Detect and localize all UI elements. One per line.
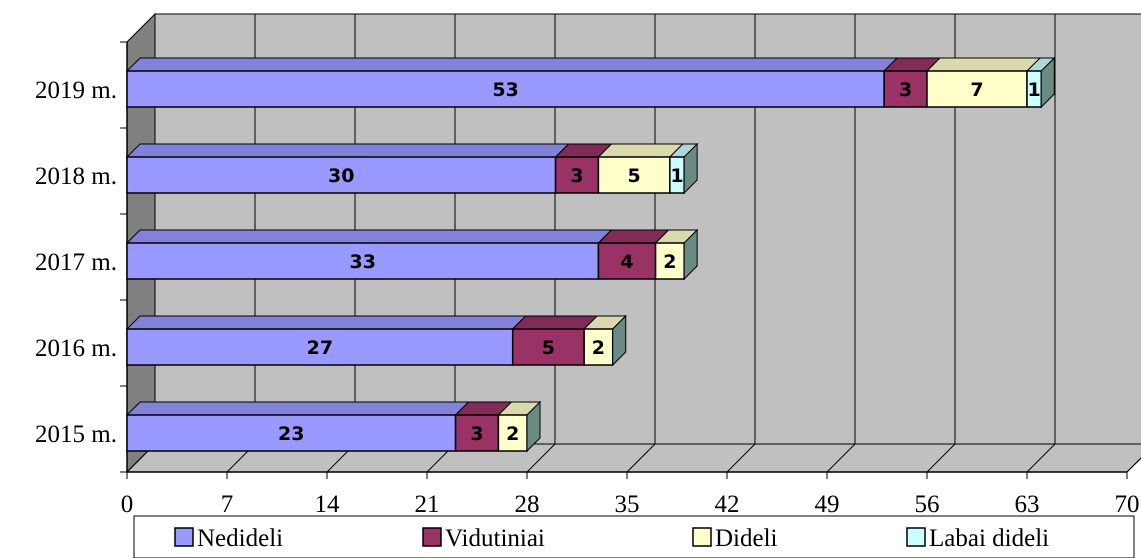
bar-data-label: 5 — [628, 165, 641, 187]
bar-segment: 3 — [882, 57, 942, 108]
bar-data-label: 2 — [592, 337, 605, 359]
bar-segment: 4 — [597, 229, 670, 280]
bar-top-face — [511, 315, 599, 330]
bar-front-face — [926, 70, 1028, 108]
category-label: 2015 m. — [35, 421, 117, 448]
x-tick-label: 35 — [615, 491, 640, 518]
bar-data-label: 23 — [278, 423, 304, 445]
bar-side-face — [526, 400, 541, 453]
legend-entry: Nedideli — [174, 525, 283, 552]
bar-segment: 5 — [511, 315, 599, 366]
bar-front-face — [597, 242, 657, 280]
bars: 53 3 7 130 3 5 133 4 227 5 223 3 2 — [125, 56, 1056, 453]
bar-front-face — [883, 70, 928, 108]
floor-gridline — [926, 443, 956, 473]
bar-side-face — [1040, 56, 1055, 109]
x-tick-label: 42 — [715, 491, 740, 518]
category-label: 2018 m. — [35, 163, 117, 190]
bar-data-label: 2 — [506, 423, 519, 445]
bar-data-label: 53 — [492, 79, 518, 101]
bar-side-face — [683, 142, 698, 195]
bar-front-face — [654, 242, 685, 280]
legend-label: Labai dideli — [929, 525, 1049, 552]
floor-gridline — [1026, 443, 1056, 473]
bar-data-label: 3 — [570, 165, 583, 187]
x-tick-label: 70 — [1115, 491, 1140, 518]
bar-segment: 1 — [668, 142, 699, 195]
bar-segment: 7 — [925, 57, 1042, 108]
bar-segment: 3 — [454, 401, 513, 452]
x-tick-labels: 0 7 14 21 28 35 42 49 56 63 70 — [121, 491, 1140, 518]
x-tick-label: 7 — [221, 491, 234, 518]
legend: Nedideli Vidutiniai Dideli Labai dideli — [133, 515, 1135, 558]
x-tick-label: 63 — [1015, 491, 1040, 518]
bar-top-face — [125, 57, 899, 72]
bar-segment: 33 — [125, 229, 613, 280]
bar-front-face — [454, 414, 500, 452]
bar-front-face — [126, 328, 514, 366]
x-tick-label: 28 — [515, 491, 540, 518]
bar-segment: 30 — [125, 143, 570, 194]
bar-side-face — [683, 228, 698, 281]
legend-swatch — [692, 527, 712, 547]
floor-gridline — [626, 443, 656, 473]
bar-segment: 2 — [582, 314, 627, 367]
bar-top-face — [597, 143, 685, 158]
bar-data-label: 33 — [349, 251, 375, 273]
legend-entry: Vidutiniai — [422, 525, 545, 552]
bar-data-label: 1 — [670, 165, 683, 187]
category-label: 2017 m. — [35, 249, 117, 276]
legend-entry: Dideli — [692, 525, 778, 552]
x-tick-label: 21 — [415, 491, 440, 518]
bar-segment: 1 — [1025, 56, 1056, 109]
bar-data-label: 2 — [663, 251, 676, 273]
legend-label: Vidutiniai — [445, 525, 545, 552]
floor-gridline — [826, 443, 856, 473]
bar-segment: 27 — [125, 315, 527, 366]
bar-segment: 23 — [125, 401, 470, 452]
legend-swatch — [174, 527, 194, 547]
bar-data-label: 3 — [470, 423, 483, 445]
bar-data-label: 7 — [970, 79, 983, 101]
bar-segment: 2 — [654, 228, 699, 281]
legend-label: Dideli — [715, 525, 778, 552]
bar-data-label: 1 — [1028, 79, 1041, 101]
legend-box — [133, 515, 1135, 558]
legend-swatch — [422, 527, 442, 547]
bar-segment: 3 — [554, 143, 613, 194]
floor-gridline — [1126, 457, 1141, 473]
floor-gridline — [726, 443, 756, 473]
bar-top-face — [125, 315, 527, 330]
bar-segment: 2 — [497, 400, 542, 453]
bar-segment: 53 — [125, 57, 899, 108]
category-labels: 2019 m. 2018 m. 2017 m. 2016 m. 2015 m. — [35, 77, 117, 448]
bar-data-label: 27 — [307, 337, 333, 359]
bar-data-label: 3 — [899, 79, 912, 101]
category-label: 2019 m. — [35, 77, 117, 104]
x-tick-label: 14 — [315, 491, 341, 518]
category-label: 2016 m. — [35, 335, 117, 362]
legend-swatch — [906, 527, 926, 547]
x-tick-label: 56 — [915, 491, 940, 518]
bar-data-label: 4 — [620, 251, 633, 273]
x-tick-label: 49 — [815, 491, 840, 518]
bar-data-label: 5 — [542, 337, 555, 359]
legend-label: Nedideli — [197, 525, 283, 552]
bar-front-face — [126, 70, 885, 108]
legend-entry: Labai dideli — [906, 525, 1049, 552]
bar-front-face — [126, 414, 457, 452]
bar-top-face — [125, 229, 613, 244]
bar-top-face — [125, 401, 470, 416]
x-tick-label: 0 — [121, 491, 134, 518]
bar-data-label: 30 — [328, 165, 354, 187]
floor-gridline — [526, 443, 556, 473]
bar-top-face — [125, 143, 570, 158]
bar-front-face — [126, 156, 557, 194]
bar-top-face — [925, 57, 1042, 72]
bar-side-face — [612, 314, 627, 367]
bar-front-face — [554, 156, 600, 194]
